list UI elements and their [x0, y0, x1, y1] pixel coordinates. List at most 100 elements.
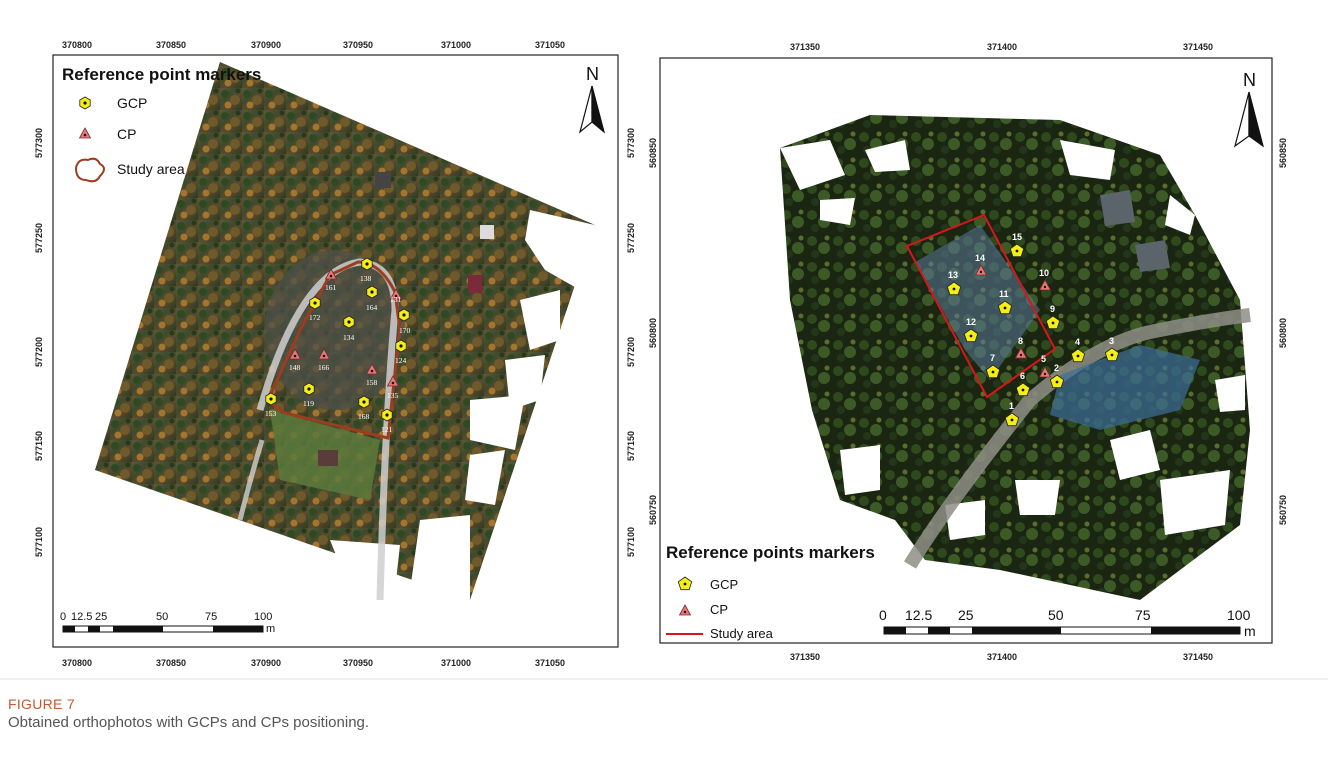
figure-caption: Obtained orthophotos with GCPs and CPs p… [8, 714, 370, 731]
right-cp-marker [974, 264, 988, 276]
left-gcp-label: 164 [366, 303, 378, 312]
left-cp-label: 131 [390, 295, 402, 304]
svg-text:371450: 371450 [1183, 652, 1213, 662]
left-legend: Reference point markers GCP CP Study are… [62, 65, 261, 183]
right-north-label: N [1243, 70, 1256, 90]
left-gcp-marker [398, 308, 410, 322]
right-building [1100, 190, 1135, 226]
right-gcp-marker [946, 281, 962, 296]
right-x-ticks-bottom: 371350 371400 371450 [790, 652, 1213, 662]
left-north-arrow-icon: N [578, 64, 606, 134]
left-cp-marker [389, 288, 403, 300]
right-gcp-label: 15 [1012, 232, 1022, 242]
svg-text:371050: 371050 [535, 40, 565, 50]
svg-text:0: 0 [60, 611, 66, 623]
left-gcp-marker [361, 257, 373, 271]
svg-text:0: 0 [879, 607, 887, 623]
left-gcp-label: 119 [303, 399, 314, 408]
right-gcp-label: 7 [990, 353, 995, 363]
right-gcp-marker [1104, 347, 1120, 362]
left-gcp-marker [343, 315, 355, 329]
svg-text:371000: 371000 [441, 658, 471, 668]
svg-text:50: 50 [1048, 607, 1064, 623]
left-x-ticks-top: 370800 370850 370900 370950 371000 37105… [62, 40, 565, 50]
right-gcp-label: 11 [999, 289, 1009, 299]
svg-text:75: 75 [205, 611, 217, 623]
svg-text:370900: 370900 [251, 658, 281, 668]
svg-text:370800: 370800 [62, 658, 92, 668]
right-gcp-marker [985, 364, 1001, 379]
right-orthophoto [780, 115, 1250, 600]
svg-text:370950: 370950 [343, 658, 373, 668]
svg-text:577150: 577150 [34, 431, 44, 461]
left-scale-bar: 0 12.5 25 50 75 100 m [60, 611, 275, 635]
left-cp-label: 148 [289, 363, 301, 372]
left-gcp-label: 170 [399, 326, 411, 335]
right-cp-marker [1014, 347, 1028, 359]
left-gcp-label: 121 [381, 425, 393, 434]
left-cp-marker [288, 348, 302, 360]
right-cp-label: 14 [975, 253, 985, 263]
left-legend-study-area: Study area [117, 161, 185, 177]
svg-text:m: m [1244, 623, 1256, 639]
right-gcp-marker [997, 300, 1013, 315]
right-orthophoto-gaps [780, 140, 1245, 540]
right-study-area-outline [905, 213, 1057, 399]
svg-text:370900: 370900 [251, 40, 281, 50]
right-building [1135, 240, 1170, 272]
svg-text:577300: 577300 [34, 128, 44, 158]
svg-text:560800: 560800 [1278, 318, 1288, 348]
svg-text:577150: 577150 [626, 431, 636, 461]
left-gcp-marker [381, 408, 393, 422]
right-gcp-label: 1 [1009, 401, 1014, 411]
svg-text:75: 75 [1135, 607, 1151, 623]
left-cp-marker [324, 268, 338, 280]
svg-text:560850: 560850 [1278, 138, 1288, 168]
right-road [904, 308, 1251, 569]
svg-text:50: 50 [156, 611, 168, 623]
svg-text:371350: 371350 [790, 652, 820, 662]
left-legend-title: Reference point markers [62, 65, 261, 84]
right-gcp-label: 9 [1050, 304, 1055, 314]
left-cp-label: 158 [366, 378, 378, 387]
svg-text:560800: 560800 [648, 318, 658, 348]
left-y-ticks-right: 577300 577250 577200 577150 577100 [626, 128, 636, 557]
left-cp-marker [386, 375, 400, 387]
left-gcp-label: 153 [265, 409, 277, 418]
right-cp-label: 5 [1041, 354, 1046, 364]
left-cp-label: 161 [325, 283, 337, 292]
legend-gcp-icon [677, 576, 693, 591]
right-gcp-marker [1070, 348, 1086, 363]
right-gcp-marker [1009, 243, 1025, 258]
right-map-panel: 15 13 11 12 9 4 3 7 6 2 1 14 10 8 5 Refe… [648, 42, 1288, 662]
right-cp-label: 8 [1018, 336, 1023, 346]
svg-text:577100: 577100 [626, 527, 636, 557]
right-gcp-marker [1004, 412, 1020, 427]
right-north-arrow-icon: N [1234, 70, 1264, 148]
right-gcp-marker [1049, 374, 1065, 389]
right-clearing [915, 225, 1040, 380]
right-water [1050, 345, 1200, 430]
left-gcp-label: 168 [358, 412, 370, 421]
left-gcp-marker [265, 392, 277, 406]
left-gcp-marker [395, 339, 407, 353]
svg-text:577200: 577200 [626, 337, 636, 367]
svg-text:577200: 577200 [34, 337, 44, 367]
right-gcp-marker [963, 328, 979, 343]
svg-text:371400: 371400 [987, 42, 1017, 52]
right-gcp-marker [1045, 315, 1061, 330]
right-x-ticks-top: 371350 371400 371450 [790, 42, 1213, 52]
svg-text:370950: 370950 [343, 40, 373, 50]
right-gcp-label: 6 [1020, 371, 1025, 381]
right-y-ticks-left: 560850 560800 560750 [648, 138, 658, 525]
right-gcp-label: 3 [1109, 336, 1114, 346]
right-gcp-label: 4 [1075, 337, 1080, 347]
right-legend-cp: CP [710, 602, 728, 617]
left-map-panel: 138 164 172 170 134 124 119 153 168 121 … [34, 40, 636, 668]
left-cp-marker [317, 348, 331, 360]
left-cp-marker [365, 363, 379, 375]
right-scale-bar: 0 12.5 25 50 75 100 m [879, 607, 1256, 639]
svg-text:560750: 560750 [1278, 495, 1288, 525]
left-gcp-marker [309, 296, 321, 310]
left-gcp-label: 138 [360, 274, 372, 283]
